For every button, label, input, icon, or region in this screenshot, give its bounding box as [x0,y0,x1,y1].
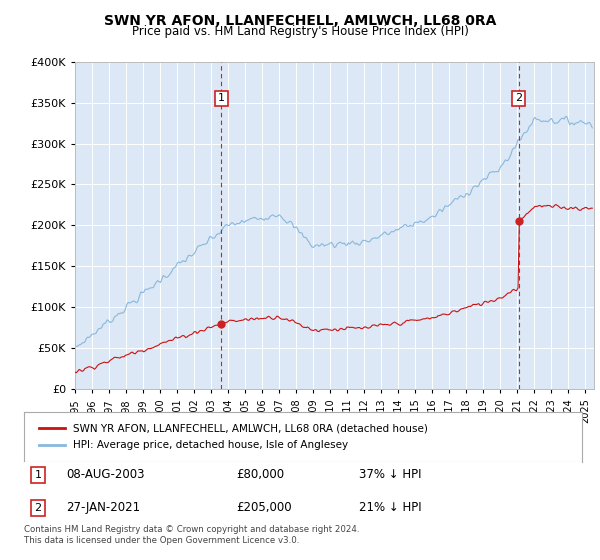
Text: Contains HM Land Registry data © Crown copyright and database right 2024.
This d: Contains HM Land Registry data © Crown c… [24,525,359,545]
Text: 27-JAN-2021: 27-JAN-2021 [66,501,140,515]
Text: £80,000: £80,000 [236,468,284,482]
Legend: SWN YR AFON, LLANFECHELL, AMLWCH, LL68 0RA (detached house), HPI: Average price,: SWN YR AFON, LLANFECHELL, AMLWCH, LL68 0… [35,419,433,455]
Text: 1: 1 [218,94,225,104]
Text: Price paid vs. HM Land Registry's House Price Index (HPI): Price paid vs. HM Land Registry's House … [131,25,469,38]
Text: 08-AUG-2003: 08-AUG-2003 [66,468,145,482]
Text: 2: 2 [515,94,523,104]
Text: £205,000: £205,000 [236,501,292,515]
Text: 2: 2 [34,503,41,513]
Text: 1: 1 [34,470,41,480]
Text: 37% ↓ HPI: 37% ↓ HPI [359,468,421,482]
Text: 21% ↓ HPI: 21% ↓ HPI [359,501,421,515]
Text: SWN YR AFON, LLANFECHELL, AMLWCH, LL68 0RA: SWN YR AFON, LLANFECHELL, AMLWCH, LL68 0… [104,14,496,28]
